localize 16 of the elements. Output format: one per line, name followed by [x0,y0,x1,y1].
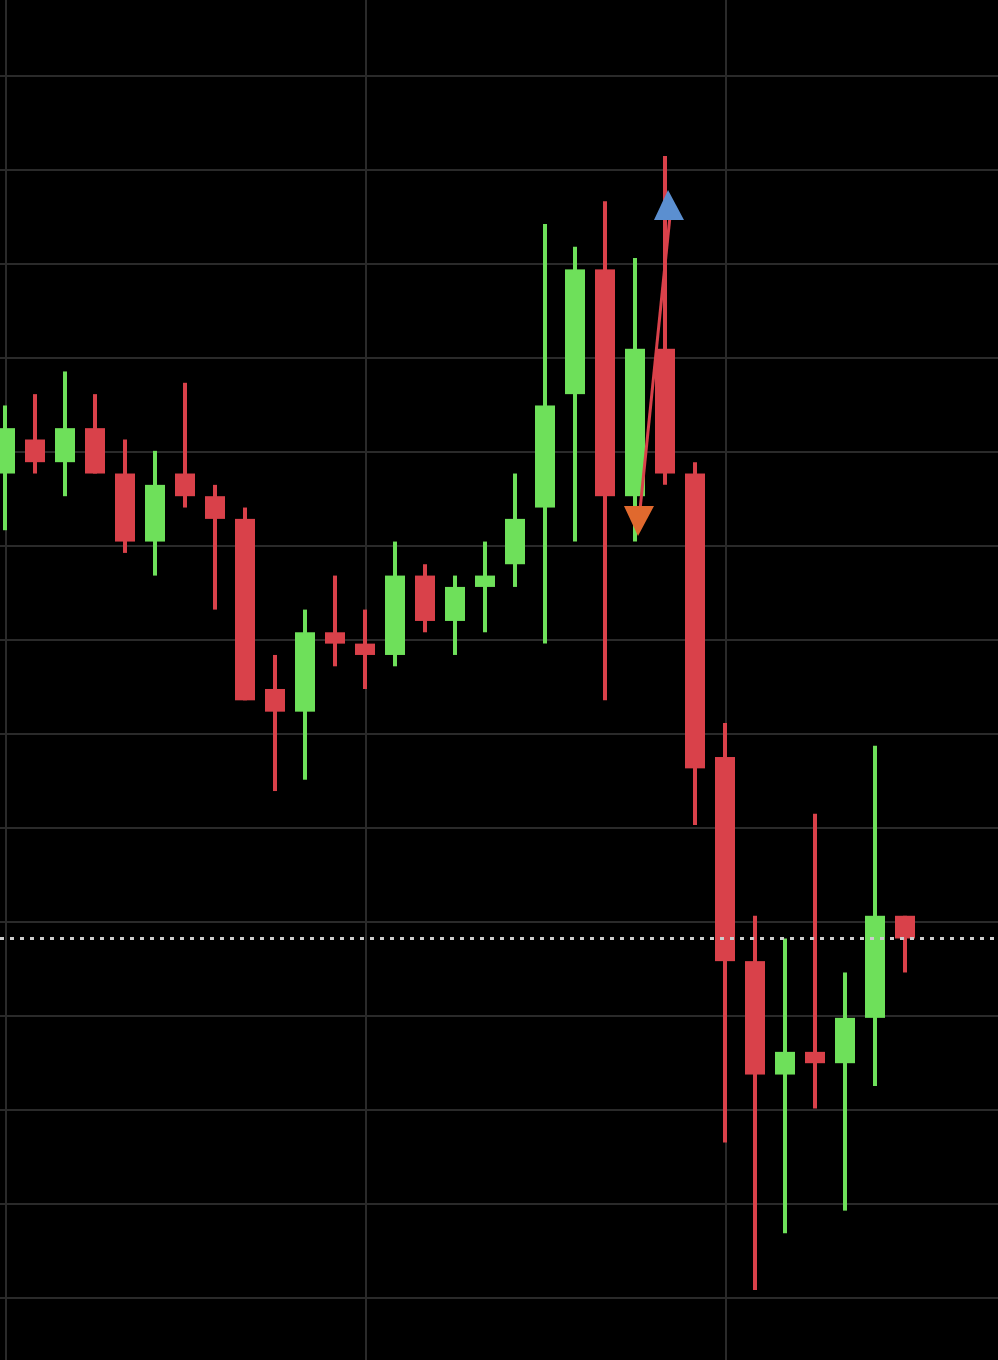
candlestick [85,392,105,476]
candlestick [355,607,375,691]
candlestick [505,471,525,589]
candlestick [175,380,195,510]
candlestick [415,562,435,635]
candlestick [205,482,225,612]
candlestick [445,573,465,657]
candlestick [55,369,75,499]
candlestick [475,539,495,635]
candlestick [835,970,855,1213]
candlestick [265,652,285,794]
candlestick [25,392,45,476]
candlestick [805,811,825,1111]
candlestick [895,913,915,975]
candlestick [325,573,345,669]
candlestick [775,936,795,1236]
